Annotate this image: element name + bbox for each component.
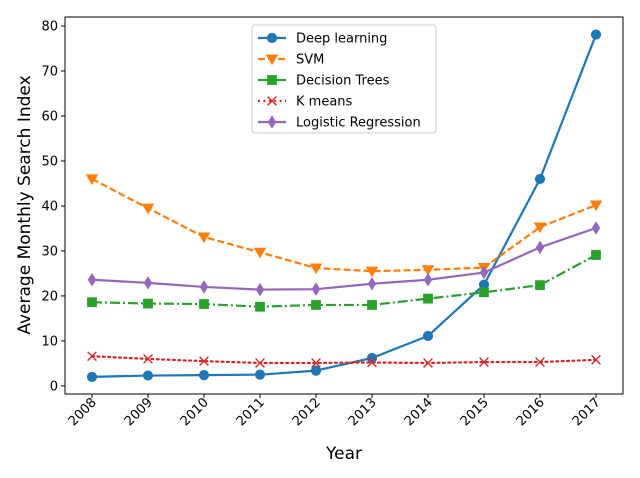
legend-label: K means: [296, 95, 353, 110]
data-point: [479, 265, 489, 280]
legend-label: Logistic Regression: [296, 116, 421, 131]
data-point: [85, 174, 99, 186]
data-point: [591, 250, 601, 260]
data-point: [589, 200, 603, 212]
data-point: [310, 365, 322, 376]
legend: Deep learning SVM Decision Trees K means Log…: [251, 24, 437, 134]
data-point: [143, 298, 153, 309]
data-point: [309, 263, 323, 275]
data-point: [423, 272, 433, 287]
data-point: [365, 266, 379, 278]
data-point: [367, 300, 377, 310]
y-tick-label: 20: [41, 289, 58, 304]
x-tick-label: 2010: [178, 395, 212, 429]
y-tick-label: 50: [41, 154, 58, 169]
series-markers: [85, 29, 603, 383]
data-point: [421, 265, 435, 276]
data-point: [87, 297, 97, 308]
series-line-1: [91, 34, 598, 378]
data-point: [199, 280, 209, 294]
legend-item: Decision Trees: [258, 74, 390, 89]
y-tick-label: 40: [41, 199, 58, 214]
series-line-2: [91, 177, 597, 273]
data-point: [591, 354, 601, 365]
legend-item: Deep learning: [258, 32, 387, 47]
y-tick-label: 80: [41, 19, 58, 34]
legend-marker: [267, 115, 277, 129]
legend-marker: [266, 32, 278, 44]
data-point: [535, 357, 545, 367]
data-point: [423, 358, 433, 368]
data-point: [367, 277, 377, 291]
data-point: [535, 240, 545, 255]
x-tick-label: 2013: [346, 395, 380, 429]
series-lines: [90, 34, 598, 378]
data-point: [311, 358, 321, 368]
y-tick-label: 10: [41, 334, 58, 349]
data-point: [197, 232, 211, 244]
y-tick-label: 70: [41, 64, 58, 79]
data-point: [143, 354, 153, 364]
data-point: [590, 29, 602, 40]
data-point: [479, 357, 489, 367]
legend-item: SVM: [258, 53, 324, 68]
y-tick-label: 30: [41, 244, 58, 259]
data-point: [87, 351, 97, 362]
legend-label: Deep learning: [296, 32, 387, 47]
data-point: [87, 272, 97, 287]
data-point: [141, 203, 155, 215]
legend-marker: [267, 96, 277, 106]
data-point: [367, 357, 377, 368]
data-point: [479, 287, 489, 298]
data-point: [143, 276, 153, 290]
data-point: [198, 370, 210, 381]
data-point: [255, 358, 265, 368]
data-point: [533, 222, 547, 234]
data-point: [311, 282, 321, 296]
data-point: [199, 299, 209, 309]
data-point: [255, 282, 265, 297]
x-tick-label: 2016: [514, 395, 548, 429]
legend-marker: [267, 75, 277, 85]
legend-label: SVM: [296, 53, 324, 68]
y-tick-label: 0: [50, 379, 58, 394]
x-tick-label: 2012: [290, 395, 324, 429]
data-point: [534, 173, 546, 185]
data-point: [255, 301, 265, 312]
x-tick-label: 2011: [234, 395, 268, 429]
x-axis-title: Year: [325, 444, 362, 464]
legend-box: [251, 24, 437, 134]
legend-marker: [265, 54, 279, 66]
x-tick-label: 2009: [122, 395, 156, 429]
data-point: [199, 356, 209, 367]
series-line-5: [91, 226, 597, 291]
data-point: [366, 352, 378, 364]
x-tick-label: 2008: [66, 395, 100, 429]
y-tick-label: 60: [41, 109, 58, 124]
legend-item: Logistic Regression: [258, 115, 421, 131]
data-point: [311, 300, 321, 310]
data-point: [422, 330, 434, 342]
x-tick-label: 2017: [570, 395, 604, 429]
data-point: [535, 280, 545, 291]
legend-label: Decision Trees: [296, 74, 390, 89]
data-point: [423, 293, 433, 304]
data-point: [86, 371, 98, 383]
y-axis-title: Average Monthly Search Index: [15, 75, 35, 334]
data-point: [254, 369, 266, 380]
data-point: [253, 247, 267, 259]
series-line-3: [91, 254, 597, 308]
data-point: [142, 370, 154, 381]
data-point: [591, 221, 601, 235]
series-line-4: [90, 355, 598, 365]
legend-item: K means: [258, 95, 353, 110]
x-tick-label: 2014: [402, 395, 436, 429]
x-tick-label: 2015: [458, 395, 492, 429]
